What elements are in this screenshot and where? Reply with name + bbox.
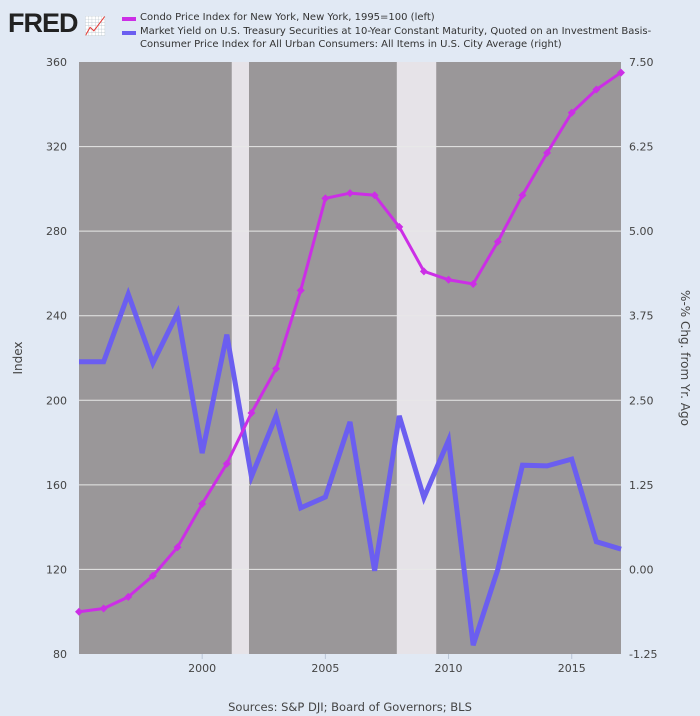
condo-point (272, 364, 281, 373)
x-tick-label: 2000 (188, 662, 216, 675)
x-tick-label: 2010 (435, 662, 463, 675)
condo-point (567, 108, 576, 117)
x-tick-label: 2005 (311, 662, 339, 675)
legend-yield: Market Yield on U.S. Treasury Securities… (140, 26, 652, 50)
legend-condo: Condo Price Index for New York, New York… (140, 12, 435, 23)
condo-point (99, 604, 108, 613)
condo-point (222, 459, 231, 468)
y2-tick-label: 7.50 (629, 56, 654, 69)
condo-point (444, 275, 453, 284)
condo-point (518, 191, 527, 200)
condo-point (296, 286, 305, 295)
y-tick-label: 360 (46, 56, 67, 69)
y-tick-label: 120 (46, 563, 67, 576)
condo-point (346, 189, 354, 198)
y2-axis-label: %-% Chg. from Yr. Ago (678, 290, 692, 426)
y2-tick-label: 3.75 (629, 310, 654, 323)
chart-logo-icon: 📈 (84, 16, 106, 36)
header: FRED 📈 Condo Price Index for New York, N… (0, 0, 700, 60)
condo-point (321, 194, 330, 203)
recession-band (231, 62, 249, 654)
x-tick-label: 2015 (558, 662, 586, 675)
condo-point (395, 222, 404, 231)
logo-text: FRED (8, 8, 78, 38)
y2-tick-label: 6.25 (629, 141, 654, 154)
condo-point (173, 543, 182, 552)
y-axis-label: Index (11, 341, 25, 374)
condo-point (419, 267, 428, 276)
source-note: Sources: S&P DJI; Board of Governors; BL… (228, 700, 472, 714)
condo-point (469, 280, 478, 288)
y-tick-label: 240 (46, 310, 67, 323)
condo-point (124, 592, 133, 601)
fred-logo: FRED 📈 (8, 8, 106, 39)
condo-point (198, 499, 207, 508)
condo-point (75, 607, 83, 616)
condo-point (493, 237, 502, 246)
y-tick-label: 160 (46, 479, 67, 492)
condo-point (247, 408, 256, 417)
y-tick-label: 200 (46, 394, 67, 407)
y2-tick-label: 0.00 (629, 563, 654, 576)
y-tick-label: 280 (46, 225, 67, 238)
condo-point (148, 571, 157, 580)
condo-point (592, 85, 601, 94)
y2-tick-label: 1.25 (629, 479, 654, 492)
y-tick-label: 80 (53, 648, 67, 661)
y2-tick-label: -1.25 (629, 648, 657, 661)
y2-tick-label: 2.50 (629, 394, 654, 407)
condo-point (617, 68, 625, 77)
y2-tick-label: 5.00 (629, 225, 654, 238)
legend-swatch-yield (122, 31, 136, 35)
condo-point (370, 191, 379, 200)
recession-band (396, 62, 437, 654)
y-tick-label: 320 (46, 141, 67, 154)
condo-point (543, 148, 552, 157)
legend-swatch-condo (122, 17, 136, 21)
